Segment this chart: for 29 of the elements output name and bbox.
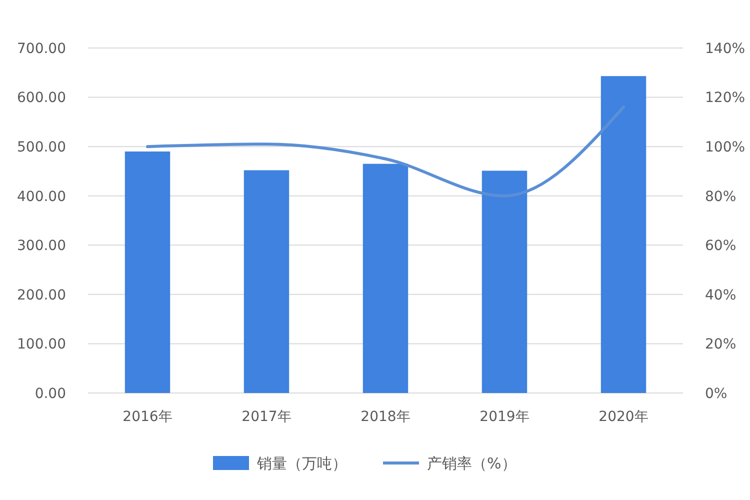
y-tick-label: 700.00: [17, 40, 66, 57]
y2-tick-label: 40%: [705, 287, 736, 304]
y-tick-label: 300.00: [17, 238, 66, 254]
y2-tick-label: 80%: [705, 188, 736, 205]
bar: [244, 170, 290, 393]
y-tick-label: 200.00: [17, 287, 66, 304]
y-tick-label: 600.00: [17, 90, 66, 106]
x-tick-label: 2017年: [242, 409, 292, 425]
y2-tick-label: 60%: [705, 238, 736, 254]
y2-tick-label: 0%: [705, 386, 728, 402]
y-tick-label: 0.00: [34, 386, 66, 402]
x-tick-label: 2016年: [122, 409, 172, 425]
bar: [482, 170, 528, 393]
x-tick-label: 2018年: [360, 409, 410, 425]
x-tick-label: 2019年: [480, 409, 530, 425]
bar: [124, 152, 170, 393]
y2-tick-label: 120%: [705, 90, 746, 106]
line-series: [146, 106, 625, 198]
legend-label: 产销率（%）: [427, 454, 516, 472]
bar: [600, 76, 646, 393]
y-tick-label: 100.00: [17, 336, 66, 353]
y-tick-label: 400.00: [17, 188, 66, 205]
y-tick-label: 500.00: [17, 139, 66, 156]
y2-tick-label: 140%: [705, 40, 746, 57]
y2-tick-label: 100%: [705, 139, 746, 156]
x-tick-label: 2020年: [598, 409, 648, 425]
bar: [362, 164, 408, 393]
y2-tick-label: 20%: [705, 336, 736, 353]
legend-label: 销量（万吨）: [256, 454, 347, 472]
